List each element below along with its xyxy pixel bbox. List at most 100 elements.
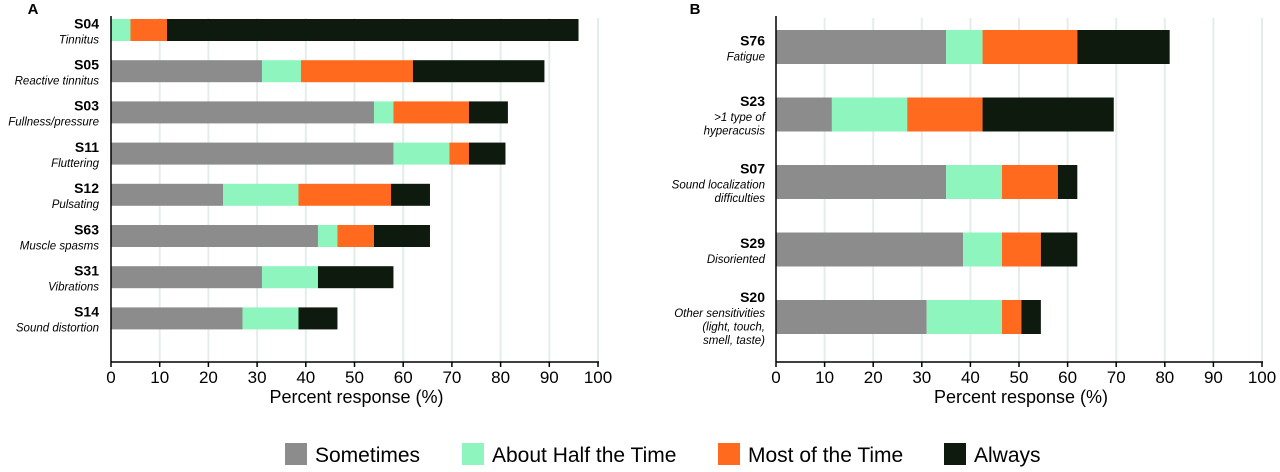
category-description: difficulties	[715, 193, 766, 205]
bar-segment-always	[468, 142, 506, 165]
legend-label: Always	[974, 444, 1041, 467]
category-description: Pulsating	[52, 199, 100, 211]
bar-segment-sometimes	[776, 165, 947, 199]
x-tick-label: 90	[540, 368, 559, 387]
bar-segment-about-half-the-time	[393, 142, 450, 165]
bar-segment-most-of-the-time	[1001, 232, 1041, 267]
bar-segment-about-half-the-time	[317, 225, 338, 247]
bar-segment-most-of-the-time	[337, 225, 374, 247]
bar-segment-most-of-the-time	[1001, 165, 1058, 199]
category-description: Muscle spasms	[20, 240, 99, 252]
panel-label: B	[690, 1, 701, 18]
bar-segment-always	[391, 183, 430, 206]
panel-label: A	[28, 1, 39, 18]
x-tick-label: 0	[106, 368, 115, 387]
bar-segment-always	[1077, 30, 1170, 64]
bar-segment-about-half-the-time	[946, 30, 983, 64]
bar-segment-most-of-the-time	[449, 142, 469, 165]
category-code: S04	[74, 15, 99, 31]
bar-row-s23	[776, 97, 1114, 132]
x-axis-label: Percent response (%)	[934, 387, 1108, 407]
bar-segment-sometimes	[111, 307, 243, 330]
category-description: Fluttering	[51, 158, 100, 170]
bar-row-s63	[111, 225, 430, 247]
legend-swatch	[718, 443, 740, 465]
bar-segment-sometimes	[776, 97, 832, 132]
legend-label: Most of the Time	[748, 444, 903, 467]
bar-row-s03	[111, 101, 508, 124]
bar-row-s14	[111, 307, 338, 330]
x-tick-label: 0	[771, 368, 780, 387]
legend-label: Sometimes	[315, 444, 420, 467]
bar-segment-about-half-the-time	[261, 266, 318, 289]
category-code: S07	[740, 161, 765, 177]
bar-segment-about-half-the-time	[111, 19, 131, 41]
category-code: S12	[74, 180, 99, 196]
bar-segment-always	[1057, 165, 1078, 199]
category-code: S63	[74, 221, 99, 237]
bar-segment-most-of-the-time	[393, 101, 469, 124]
bar-segment-about-half-the-time	[831, 97, 908, 132]
bar-row-s07	[776, 165, 1078, 199]
bar-segment-about-half-the-time	[946, 165, 1002, 199]
legend-label: About Half the Time	[492, 444, 676, 467]
category-description: Sound distortion	[16, 323, 99, 335]
x-tick-label: 40	[961, 368, 980, 387]
legend-swatch	[285, 443, 307, 465]
x-tick-label: 70	[1107, 368, 1126, 387]
bar-segment-most-of-the-time	[1001, 300, 1022, 334]
bar-segment-sometimes	[776, 232, 964, 267]
bar-segment-sometimes	[776, 300, 927, 334]
bar-segment-about-half-the-time	[242, 307, 299, 330]
category-code: S29	[740, 235, 765, 251]
bar-row-s31	[111, 266, 394, 289]
bar-segment-about-half-the-time	[926, 300, 1002, 334]
x-tick-label: 100	[584, 368, 612, 387]
category-description: Vibrations	[48, 281, 99, 293]
bar-segment-most-of-the-time	[300, 60, 413, 83]
bar-segment-most-of-the-time	[982, 30, 1078, 64]
x-axis-label: Percent response (%)	[269, 387, 443, 407]
category-description: smell, taste)	[703, 335, 765, 347]
bar-segment-always	[1021, 300, 1041, 334]
category-code: S11	[75, 139, 99, 155]
category-description: Reactive tinnitus	[15, 75, 100, 87]
bar-row-s76	[776, 30, 1170, 64]
bar-segment-most-of-the-time	[907, 97, 983, 132]
bar-row-s11	[111, 142, 506, 165]
bar-segment-about-half-the-time	[373, 101, 394, 124]
category-code: S76	[740, 32, 765, 48]
bar-segment-sometimes	[111, 225, 318, 247]
bar-segment-always	[412, 60, 545, 83]
bar-segment-sometimes	[776, 30, 947, 64]
category-description: Other sensitivities	[674, 308, 765, 320]
bar-row-s12	[111, 183, 430, 206]
category-description: >1 type of	[714, 112, 767, 124]
bar-segment-always	[468, 101, 508, 124]
bar-segment-always	[167, 19, 579, 41]
bar-segment-always	[982, 97, 1114, 132]
category-description: Tinnitus	[59, 34, 99, 46]
panel-a: S04 Tinnitus S05 Reactive tinnitus S03 Fullne…	[8, 1, 612, 407]
x-tick-label: 80	[1155, 368, 1174, 387]
x-tick-label: 60	[1058, 368, 1077, 387]
x-tick-label: 70	[442, 368, 461, 387]
bar-segment-most-of-the-time	[298, 183, 392, 206]
bar-segment-about-half-the-time	[261, 60, 301, 83]
x-tick-label: 80	[491, 368, 510, 387]
x-tick-label: 20	[864, 368, 883, 387]
category-description: Fullness/pressure	[8, 117, 99, 129]
legend: Sometimes About Half the Time Most of the …	[285, 443, 1041, 467]
bar-segment-always	[317, 266, 394, 289]
category-code: S05	[74, 56, 99, 72]
category-code: S03	[74, 98, 99, 114]
legend-swatch	[944, 443, 966, 465]
category-description: Sound localization	[672, 180, 765, 192]
bar-row-s29	[776, 232, 1078, 267]
x-tick-label: 10	[150, 368, 169, 387]
bar-segment-always	[373, 225, 430, 247]
bar-segment-most-of-the-time	[130, 19, 168, 41]
x-tick-label: 50	[345, 368, 364, 387]
